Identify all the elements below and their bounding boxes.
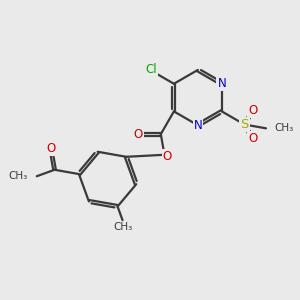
Text: N: N (218, 77, 226, 90)
Text: O: O (46, 142, 56, 155)
Text: N: N (194, 119, 202, 132)
Text: O: O (163, 150, 172, 163)
Text: O: O (248, 104, 257, 117)
Text: O: O (248, 132, 257, 145)
Text: CH₃: CH₃ (9, 171, 28, 181)
Text: Cl: Cl (145, 63, 157, 76)
Text: S: S (240, 118, 249, 131)
Text: CH₃: CH₃ (113, 222, 132, 233)
Text: O: O (134, 128, 143, 141)
Text: CH₃: CH₃ (275, 123, 294, 133)
